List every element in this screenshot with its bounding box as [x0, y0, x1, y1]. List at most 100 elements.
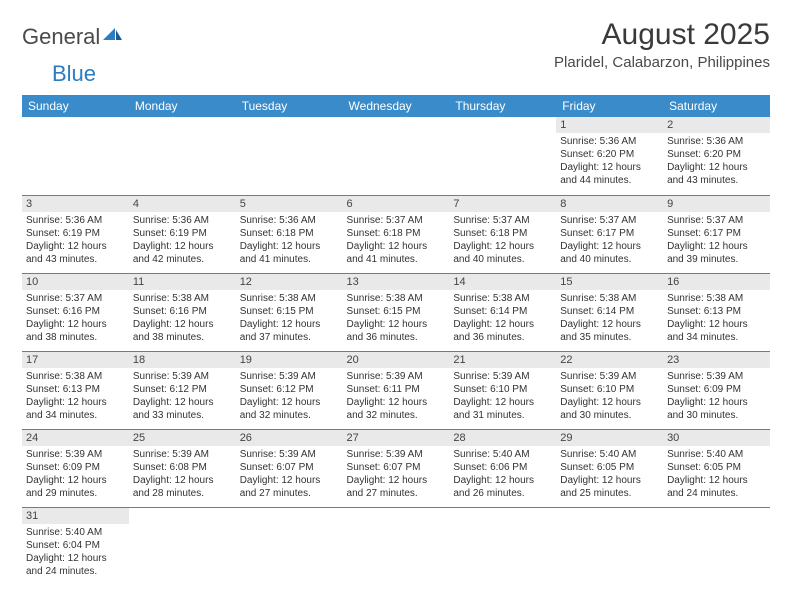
calendar-row: 10Sunrise: 5:37 AMSunset: 6:16 PMDayligh…: [22, 273, 770, 351]
day-cell: 21Sunrise: 5:39 AMSunset: 6:10 PMDayligh…: [449, 351, 556, 429]
day-cell: 30Sunrise: 5:40 AMSunset: 6:05 PMDayligh…: [663, 429, 770, 507]
day-number: 21: [449, 352, 556, 368]
day-cell: 3Sunrise: 5:36 AMSunset: 6:19 PMDaylight…: [22, 195, 129, 273]
day-number: 23: [663, 352, 770, 368]
day-details: Sunrise: 5:36 AMSunset: 6:19 PMDaylight:…: [22, 212, 129, 270]
day-cell: 20Sunrise: 5:39 AMSunset: 6:11 PMDayligh…: [343, 351, 450, 429]
calendar-body: 1Sunrise: 5:36 AMSunset: 6:20 PMDaylight…: [22, 117, 770, 585]
day-cell: 10Sunrise: 5:37 AMSunset: 6:16 PMDayligh…: [22, 273, 129, 351]
weekday-header: Monday: [129, 95, 236, 117]
day-number: 10: [22, 274, 129, 290]
calendar-row: 24Sunrise: 5:39 AMSunset: 6:09 PMDayligh…: [22, 429, 770, 507]
day-cell: 12Sunrise: 5:38 AMSunset: 6:15 PMDayligh…: [236, 273, 343, 351]
day-cell: 24Sunrise: 5:39 AMSunset: 6:09 PMDayligh…: [22, 429, 129, 507]
day-details: Sunrise: 5:39 AMSunset: 6:08 PMDaylight:…: [129, 446, 236, 504]
day-number: 11: [129, 274, 236, 290]
day-number: 28: [449, 430, 556, 446]
day-details: Sunrise: 5:36 AMSunset: 6:19 PMDaylight:…: [129, 212, 236, 270]
sail-icon: [101, 24, 123, 50]
empty-cell: [343, 507, 450, 585]
empty-cell: [22, 117, 129, 195]
calendar-table: SundayMondayTuesdayWednesdayThursdayFrid…: [22, 95, 770, 585]
day-details: Sunrise: 5:38 AMSunset: 6:14 PMDaylight:…: [449, 290, 556, 348]
day-number: 16: [663, 274, 770, 290]
day-number: 1: [556, 117, 663, 133]
day-cell: 6Sunrise: 5:37 AMSunset: 6:18 PMDaylight…: [343, 195, 450, 273]
weekday-header: Wednesday: [343, 95, 450, 117]
day-cell: 18Sunrise: 5:39 AMSunset: 6:12 PMDayligh…: [129, 351, 236, 429]
day-cell: 2Sunrise: 5:36 AMSunset: 6:20 PMDaylight…: [663, 117, 770, 195]
weekday-header: Sunday: [22, 95, 129, 117]
day-cell: 22Sunrise: 5:39 AMSunset: 6:10 PMDayligh…: [556, 351, 663, 429]
day-details: Sunrise: 5:38 AMSunset: 6:13 PMDaylight:…: [663, 290, 770, 348]
day-details: Sunrise: 5:38 AMSunset: 6:15 PMDaylight:…: [236, 290, 343, 348]
day-details: Sunrise: 5:40 AMSunset: 6:05 PMDaylight:…: [556, 446, 663, 504]
day-cell: 5Sunrise: 5:36 AMSunset: 6:18 PMDaylight…: [236, 195, 343, 273]
month-title: August 2025: [554, 18, 770, 52]
weekday-header: Tuesday: [236, 95, 343, 117]
title-block: August 2025 Plaridel, Calabarzon, Philip…: [554, 18, 770, 71]
day-number: 27: [343, 430, 450, 446]
day-details: Sunrise: 5:36 AMSunset: 6:20 PMDaylight:…: [663, 133, 770, 191]
empty-cell: [236, 507, 343, 585]
day-details: Sunrise: 5:37 AMSunset: 6:17 PMDaylight:…: [663, 212, 770, 270]
day-cell: 25Sunrise: 5:39 AMSunset: 6:08 PMDayligh…: [129, 429, 236, 507]
day-details: Sunrise: 5:40 AMSunset: 6:04 PMDaylight:…: [22, 524, 129, 582]
day-number: 26: [236, 430, 343, 446]
day-details: Sunrise: 5:37 AMSunset: 6:18 PMDaylight:…: [343, 212, 450, 270]
day-details: Sunrise: 5:36 AMSunset: 6:18 PMDaylight:…: [236, 212, 343, 270]
day-details: Sunrise: 5:39 AMSunset: 6:12 PMDaylight:…: [129, 368, 236, 426]
day-details: Sunrise: 5:39 AMSunset: 6:11 PMDaylight:…: [343, 368, 450, 426]
day-number: 9: [663, 196, 770, 212]
day-number: 15: [556, 274, 663, 290]
day-cell: 15Sunrise: 5:38 AMSunset: 6:14 PMDayligh…: [556, 273, 663, 351]
day-number: 31: [22, 508, 129, 524]
day-details: Sunrise: 5:39 AMSunset: 6:10 PMDaylight:…: [556, 368, 663, 426]
day-number: 7: [449, 196, 556, 212]
day-cell: 16Sunrise: 5:38 AMSunset: 6:13 PMDayligh…: [663, 273, 770, 351]
day-details: Sunrise: 5:39 AMSunset: 6:07 PMDaylight:…: [236, 446, 343, 504]
day-number: 2: [663, 117, 770, 133]
weekday-header: Saturday: [663, 95, 770, 117]
day-number: 4: [129, 196, 236, 212]
day-number: 17: [22, 352, 129, 368]
calendar-row: 1Sunrise: 5:36 AMSunset: 6:20 PMDaylight…: [22, 117, 770, 195]
day-details: Sunrise: 5:38 AMSunset: 6:15 PMDaylight:…: [343, 290, 450, 348]
day-cell: 9Sunrise: 5:37 AMSunset: 6:17 PMDaylight…: [663, 195, 770, 273]
day-cell: 4Sunrise: 5:36 AMSunset: 6:19 PMDaylight…: [129, 195, 236, 273]
day-details: Sunrise: 5:37 AMSunset: 6:18 PMDaylight:…: [449, 212, 556, 270]
calendar-row: 31Sunrise: 5:40 AMSunset: 6:04 PMDayligh…: [22, 507, 770, 585]
day-number: 19: [236, 352, 343, 368]
calendar-row: 17Sunrise: 5:38 AMSunset: 6:13 PMDayligh…: [22, 351, 770, 429]
day-number: 8: [556, 196, 663, 212]
logo: General: [22, 18, 123, 50]
day-details: Sunrise: 5:40 AMSunset: 6:05 PMDaylight:…: [663, 446, 770, 504]
day-cell: 28Sunrise: 5:40 AMSunset: 6:06 PMDayligh…: [449, 429, 556, 507]
day-cell: 31Sunrise: 5:40 AMSunset: 6:04 PMDayligh…: [22, 507, 129, 585]
day-number: 12: [236, 274, 343, 290]
day-number: 25: [129, 430, 236, 446]
day-cell: 13Sunrise: 5:38 AMSunset: 6:15 PMDayligh…: [343, 273, 450, 351]
day-cell: 8Sunrise: 5:37 AMSunset: 6:17 PMDaylight…: [556, 195, 663, 273]
day-cell: 27Sunrise: 5:39 AMSunset: 6:07 PMDayligh…: [343, 429, 450, 507]
day-details: Sunrise: 5:39 AMSunset: 6:12 PMDaylight:…: [236, 368, 343, 426]
day-details: Sunrise: 5:37 AMSunset: 6:16 PMDaylight:…: [22, 290, 129, 348]
weekday-header: Friday: [556, 95, 663, 117]
day-number: 5: [236, 196, 343, 212]
empty-cell: [449, 117, 556, 195]
day-details: Sunrise: 5:36 AMSunset: 6:20 PMDaylight:…: [556, 133, 663, 191]
day-details: Sunrise: 5:37 AMSunset: 6:17 PMDaylight:…: [556, 212, 663, 270]
day-number: 13: [343, 274, 450, 290]
empty-cell: [556, 507, 663, 585]
day-number: 24: [22, 430, 129, 446]
empty-cell: [663, 507, 770, 585]
day-details: Sunrise: 5:39 AMSunset: 6:09 PMDaylight:…: [663, 368, 770, 426]
day-details: Sunrise: 5:39 AMSunset: 6:09 PMDaylight:…: [22, 446, 129, 504]
empty-cell: [449, 507, 556, 585]
day-details: Sunrise: 5:38 AMSunset: 6:14 PMDaylight:…: [556, 290, 663, 348]
empty-cell: [129, 117, 236, 195]
empty-cell: [129, 507, 236, 585]
location: Plaridel, Calabarzon, Philippines: [554, 54, 770, 71]
day-cell: 26Sunrise: 5:39 AMSunset: 6:07 PMDayligh…: [236, 429, 343, 507]
day-cell: 19Sunrise: 5:39 AMSunset: 6:12 PMDayligh…: [236, 351, 343, 429]
